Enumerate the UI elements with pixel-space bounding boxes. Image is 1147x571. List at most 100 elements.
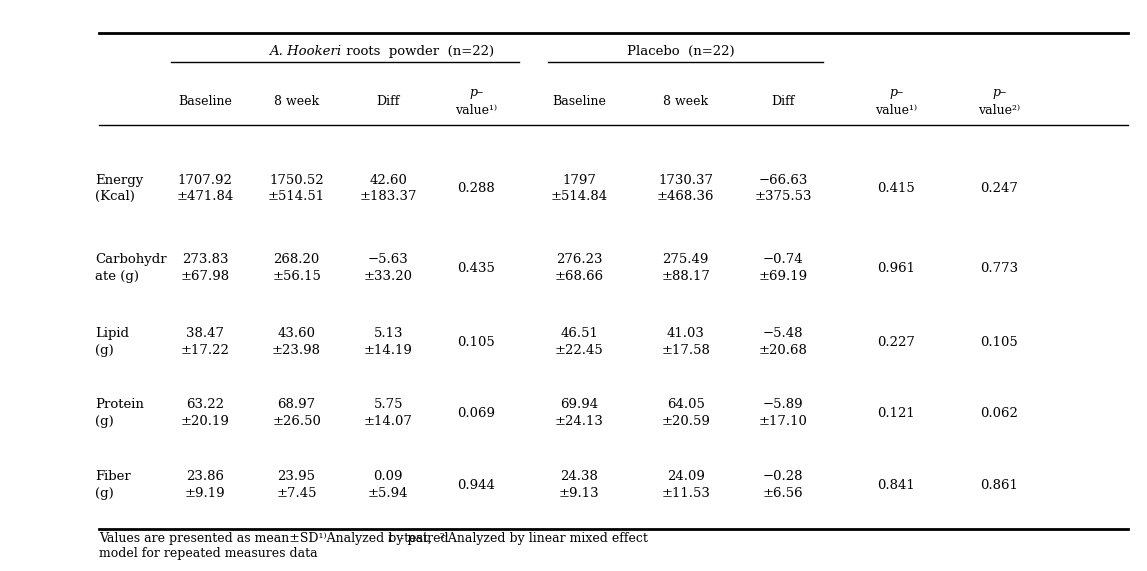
Text: 0.062: 0.062 <box>981 407 1019 420</box>
Text: ±7.45: ±7.45 <box>276 487 317 500</box>
Text: 69.94: 69.94 <box>560 399 599 411</box>
Text: 64.05: 64.05 <box>666 399 704 411</box>
Text: value²⁾: value²⁾ <box>978 104 1020 117</box>
Text: Baseline: Baseline <box>553 95 606 108</box>
Text: ate (g): ate (g) <box>95 270 139 283</box>
Text: 268.20: 268.20 <box>273 254 320 267</box>
Text: 0.415: 0.415 <box>877 182 915 195</box>
Text: ±88.17: ±88.17 <box>661 270 710 283</box>
Text: ±514.84: ±514.84 <box>551 190 608 203</box>
Text: −0.74: −0.74 <box>763 254 803 267</box>
Text: 0.105: 0.105 <box>458 336 496 349</box>
Text: 1707.92: 1707.92 <box>178 174 233 187</box>
Text: roots  powder  (n=22): roots powder (n=22) <box>342 45 494 58</box>
Text: t: t <box>388 532 392 545</box>
Text: ±20.68: ±20.68 <box>758 344 807 357</box>
Text: 0.288: 0.288 <box>458 182 496 195</box>
Text: Diff: Diff <box>771 95 795 108</box>
Text: 0.961: 0.961 <box>877 262 915 275</box>
Text: 24.09: 24.09 <box>666 471 704 484</box>
Text: Baseline: Baseline <box>178 95 232 108</box>
Text: 5.13: 5.13 <box>374 327 403 340</box>
Text: ±6.56: ±6.56 <box>763 487 803 500</box>
Text: −0.28: −0.28 <box>763 471 803 484</box>
Text: ±183.37: ±183.37 <box>359 190 416 203</box>
Text: ±56.15: ±56.15 <box>272 270 321 283</box>
Text: Lipid: Lipid <box>95 327 130 340</box>
Text: p–: p– <box>469 86 483 99</box>
Text: Energy: Energy <box>95 174 143 187</box>
Text: −5.89: −5.89 <box>763 399 803 411</box>
Text: Protein: Protein <box>95 399 145 411</box>
Text: ±26.50: ±26.50 <box>272 415 321 428</box>
Text: 275.49: 275.49 <box>663 254 709 267</box>
Text: 0.069: 0.069 <box>458 407 496 420</box>
Text: -test,  ²⁾Analyzed by linear mixed effect: -test, ²⁾Analyzed by linear mixed effect <box>400 532 648 545</box>
Text: ±24.13: ±24.13 <box>555 415 603 428</box>
Text: Fiber: Fiber <box>95 471 131 484</box>
Text: ±9.13: ±9.13 <box>559 487 600 500</box>
Text: (g): (g) <box>95 344 114 357</box>
Text: ±375.53: ±375.53 <box>754 190 812 203</box>
Text: 38.47: 38.47 <box>186 327 224 340</box>
Text: 276.23: 276.23 <box>556 254 602 267</box>
Text: ±20.19: ±20.19 <box>180 415 229 428</box>
Text: 0.773: 0.773 <box>980 262 1019 275</box>
Text: 8 week: 8 week <box>274 95 319 108</box>
Text: model for repeated measures data: model for repeated measures data <box>99 547 318 560</box>
Text: p–: p– <box>889 86 904 99</box>
Text: 1750.52: 1750.52 <box>270 174 323 187</box>
Text: ±471.84: ±471.84 <box>177 190 234 203</box>
Text: 23.95: 23.95 <box>278 471 315 484</box>
Text: 42.60: 42.60 <box>369 174 407 187</box>
Text: 24.38: 24.38 <box>560 471 598 484</box>
Text: 0.227: 0.227 <box>877 336 915 349</box>
Text: 0.247: 0.247 <box>981 182 1019 195</box>
Text: ±514.51: ±514.51 <box>268 190 325 203</box>
Text: ±69.19: ±69.19 <box>758 270 807 283</box>
Text: 1797: 1797 <box>562 174 596 187</box>
Text: 273.83: 273.83 <box>182 254 228 267</box>
Text: ±67.98: ±67.98 <box>180 270 229 283</box>
Text: 0.435: 0.435 <box>458 262 496 275</box>
Text: 41.03: 41.03 <box>666 327 704 340</box>
Text: ±22.45: ±22.45 <box>555 344 603 357</box>
Text: 0.121: 0.121 <box>877 407 915 420</box>
Text: A. Hookeri: A. Hookeri <box>268 45 341 58</box>
Text: Carbohydr: Carbohydr <box>95 254 166 267</box>
Text: ±68.66: ±68.66 <box>555 270 603 283</box>
Text: ±17.10: ±17.10 <box>758 415 807 428</box>
Text: Placebo  (n=22): Placebo (n=22) <box>627 45 735 58</box>
Text: ±14.07: ±14.07 <box>364 415 413 428</box>
Text: p–: p– <box>992 86 1006 99</box>
Text: 63.22: 63.22 <box>186 399 224 411</box>
Text: ±17.22: ±17.22 <box>180 344 229 357</box>
Text: 1730.37: 1730.37 <box>658 174 713 187</box>
Text: 23.86: 23.86 <box>186 471 224 484</box>
Text: −5.63: −5.63 <box>368 254 408 267</box>
Text: 46.51: 46.51 <box>560 327 598 340</box>
Text: Values are presented as mean±SD¹⁾Analyzed by paired: Values are presented as mean±SD¹⁾Analyze… <box>99 532 452 545</box>
Text: (Kcal): (Kcal) <box>95 190 135 203</box>
Text: 0.09: 0.09 <box>374 471 403 484</box>
Text: 8 week: 8 week <box>663 95 708 108</box>
Text: ±11.53: ±11.53 <box>661 487 710 500</box>
Text: ±23.98: ±23.98 <box>272 344 321 357</box>
Text: ±17.58: ±17.58 <box>661 344 710 357</box>
Text: 0.105: 0.105 <box>981 336 1019 349</box>
Text: Diff: Diff <box>376 95 400 108</box>
Text: ±468.36: ±468.36 <box>657 190 715 203</box>
Text: 0.944: 0.944 <box>458 479 496 492</box>
Text: −66.63: −66.63 <box>758 174 807 187</box>
Text: 0.861: 0.861 <box>981 479 1019 492</box>
Text: ±14.19: ±14.19 <box>364 344 413 357</box>
Text: (g): (g) <box>95 487 114 500</box>
Text: value¹⁾: value¹⁾ <box>455 104 498 117</box>
Text: 43.60: 43.60 <box>278 327 315 340</box>
Text: ±20.59: ±20.59 <box>661 415 710 428</box>
Text: 0.841: 0.841 <box>877 479 915 492</box>
Text: ±9.19: ±9.19 <box>185 487 225 500</box>
Text: −5.48: −5.48 <box>763 327 803 340</box>
Text: ±33.20: ±33.20 <box>364 270 413 283</box>
Text: (g): (g) <box>95 415 114 428</box>
